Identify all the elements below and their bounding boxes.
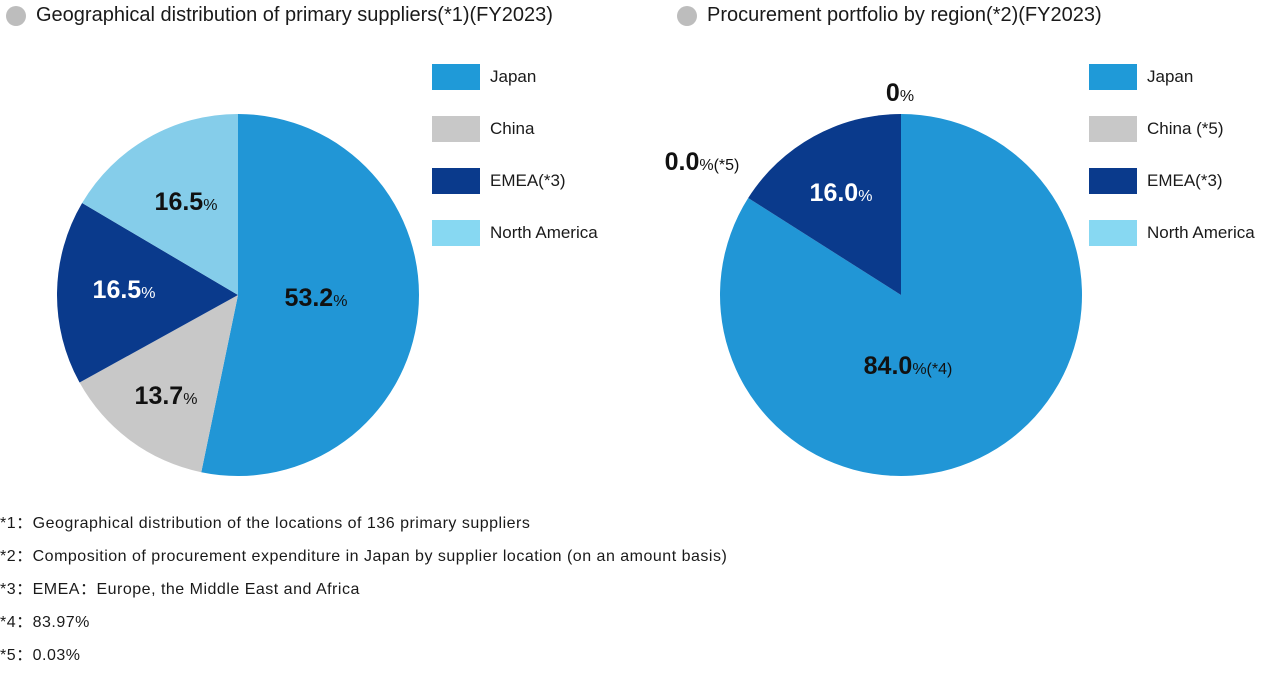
legend-item: China (*5)	[1089, 116, 1255, 142]
legend-item: North America	[432, 220, 598, 246]
footnote-2: *2：Composition of procurement expenditur…	[0, 548, 728, 565]
data-label: 16.5%	[93, 276, 156, 304]
pie-slice-china	[79, 295, 238, 473]
footnote-5: *5：0.03%	[0, 647, 81, 664]
data-label: 84.0%(*4)	[864, 352, 953, 380]
data-label: 53.2%	[285, 284, 348, 312]
legend-suppliers: Japan China EMEA(*3) North America	[432, 64, 598, 272]
legend-label: China (*5)	[1147, 119, 1224, 138]
chart-title-suppliers: Geographical distribution of primary sup…	[6, 4, 553, 27]
data-label: 16.5%	[155, 188, 218, 216]
title-dot-icon	[677, 5, 697, 26]
title-dot-icon	[6, 5, 26, 26]
legend-swatch	[432, 64, 480, 90]
pie-slice-japan	[719, 114, 1082, 476]
legend-label: North America	[1147, 223, 1255, 242]
footnote-1: *1：Geographical distribution of the loca…	[0, 515, 531, 532]
data-label: 0.0%(*5)	[665, 148, 740, 176]
legend-item: Japan	[432, 64, 598, 90]
legend-label: EMEA(*3)	[1147, 171, 1223, 190]
legend-label: North America	[490, 223, 598, 242]
legend-label: China	[490, 119, 535, 138]
data-label: 0%	[886, 79, 914, 107]
legend-swatch	[1089, 64, 1137, 90]
legend-swatch	[432, 220, 480, 246]
footnote-4: *4：83.97%	[0, 614, 90, 631]
legend-swatch	[432, 168, 480, 194]
data-label: 13.7%	[135, 382, 198, 410]
legend-item: China	[432, 116, 598, 142]
legend-item: EMEA(*3)	[1089, 168, 1255, 194]
pie-slice-north-america	[82, 114, 238, 295]
pie-slice-emea-3	[57, 203, 238, 383]
legend-item: North America	[1089, 220, 1255, 246]
legend-procurement: Japan China (*5) EMEA(*3) North America	[1089, 64, 1255, 272]
legend-item: EMEA(*3)	[432, 168, 598, 194]
legend-swatch	[1089, 168, 1137, 194]
legend-label: Japan	[1147, 67, 1194, 86]
legend-swatch	[1089, 220, 1137, 246]
chart-title-text: Procurement portfolio by region(*2)(FY20…	[707, 4, 1102, 26]
chart-title-text: Geographical distribution of primary sup…	[36, 4, 553, 26]
pie-slice-emea-3	[748, 114, 901, 295]
legend-swatch	[432, 116, 480, 142]
footnotes: *1：Geographical distribution of the loca…	[0, 512, 727, 677]
pie-slice-japan	[201, 114, 419, 476]
legend-item: Japan	[1089, 64, 1255, 90]
footnote-3: *3：EMEA：Europe, the Middle East and Afri…	[0, 581, 360, 598]
chart-title-procurement: Procurement portfolio by region(*2)(FY20…	[677, 4, 1102, 27]
data-label: 16.0%	[810, 179, 873, 207]
legend-label: EMEA(*3)	[490, 171, 566, 190]
legend-label: Japan	[490, 67, 537, 86]
legend-swatch	[1089, 116, 1137, 142]
